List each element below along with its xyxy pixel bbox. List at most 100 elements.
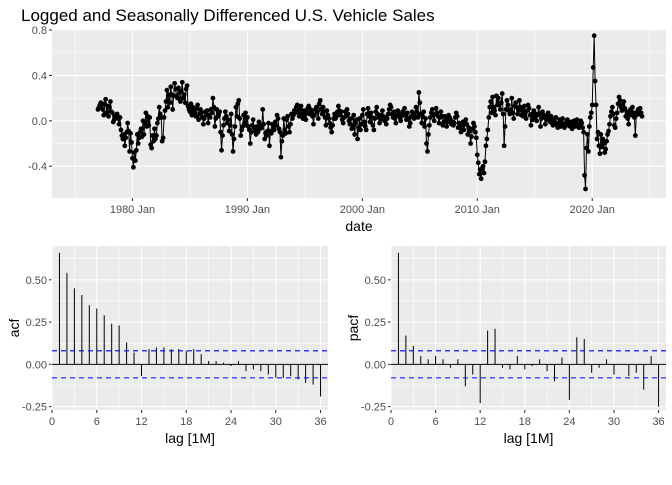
data-point — [474, 152, 480, 158]
data-point — [469, 134, 474, 140]
data-point — [604, 138, 610, 144]
data-point — [481, 170, 487, 176]
data-point — [205, 120, 211, 126]
data-point — [275, 116, 281, 121]
x-axis-title: lag [1M] — [165, 430, 215, 446]
data-point — [426, 132, 431, 137]
data-point — [416, 90, 422, 95]
data-point — [212, 124, 218, 129]
data-point — [433, 105, 439, 111]
data-point — [352, 132, 358, 137]
data-point — [161, 115, 167, 120]
pacf-panel: -0.25 0.00 0.25 0.50 0 6 12 18 24 30 36 lag [1M] pac… — [345, 246, 666, 446]
data-point — [283, 130, 289, 136]
x-tick-label: 12 — [135, 416, 147, 428]
data-point — [582, 172, 587, 178]
data-point — [238, 133, 244, 138]
data-point — [329, 129, 335, 135]
data-point — [154, 133, 159, 138]
data-point — [513, 100, 519, 106]
data-point — [210, 95, 216, 101]
data-point — [128, 130, 133, 136]
data-point — [315, 116, 321, 121]
data-point — [580, 125, 586, 131]
data-point — [591, 33, 597, 39]
data-point — [438, 109, 444, 115]
data-point — [311, 121, 316, 127]
data-point — [336, 103, 341, 109]
data-point — [424, 141, 429, 146]
x-tick-label: 1990 Jan — [225, 204, 270, 216]
data-point — [625, 116, 631, 121]
data-point — [100, 107, 106, 112]
data-point — [103, 96, 109, 102]
data-point — [245, 115, 250, 120]
data-point — [588, 110, 594, 116]
data-point — [504, 97, 510, 103]
data-point — [324, 108, 330, 113]
data-point — [248, 129, 254, 135]
data-point — [204, 108, 210, 113]
data-point — [165, 104, 171, 110]
y-axis-title: pacf — [345, 315, 361, 342]
data-point — [526, 105, 532, 111]
data-point — [637, 105, 643, 111]
data-point — [560, 116, 565, 121]
data-point — [117, 115, 123, 120]
data-point — [217, 109, 223, 115]
data-point — [505, 102, 511, 108]
data-point — [334, 113, 339, 119]
data-point — [482, 159, 488, 165]
data-point — [598, 132, 604, 137]
data-point — [407, 120, 413, 126]
data-point — [237, 116, 243, 121]
data-point — [383, 121, 389, 127]
data-point — [480, 163, 486, 169]
x-tick-label: 12 — [474, 416, 486, 428]
data-point — [132, 158, 138, 163]
y-tick-label: -0.25 — [22, 402, 47, 414]
y-tick-label: -0.4 — [28, 161, 47, 173]
data-point — [497, 107, 503, 112]
x-tick-label: 6 — [433, 416, 439, 428]
data-point — [313, 104, 319, 110]
data-point — [196, 117, 201, 123]
data-point — [593, 102, 599, 108]
data-point — [267, 143, 272, 149]
data-point — [147, 115, 153, 120]
data-point — [391, 109, 397, 115]
data-point — [483, 143, 489, 149]
data-point — [271, 127, 277, 133]
data-point — [179, 79, 185, 85]
y-tick-label: 0.25 — [365, 317, 386, 329]
data-point — [106, 113, 111, 119]
x-tick-label: 18 — [180, 416, 192, 428]
data-point — [273, 122, 279, 128]
data-point — [355, 136, 360, 142]
data-point — [621, 99, 627, 104]
data-point — [371, 127, 377, 133]
data-point — [116, 121, 122, 127]
data-point — [195, 102, 201, 108]
data-point — [521, 103, 527, 109]
data-point — [626, 121, 632, 127]
x-tick-label: 30 — [270, 416, 282, 428]
data-point — [388, 104, 394, 110]
data-point — [415, 115, 421, 120]
data-point — [422, 124, 428, 129]
data-point — [454, 113, 460, 119]
x-tick-label: 24 — [563, 416, 575, 428]
data-point — [357, 116, 362, 121]
y-tick-label: 0.8 — [32, 25, 47, 37]
data-point — [181, 92, 187, 98]
data-point — [463, 117, 469, 123]
data-point — [326, 116, 332, 121]
data-point — [425, 149, 430, 154]
data-point — [404, 110, 410, 116]
data-point — [398, 118, 404, 124]
data-point — [123, 135, 129, 141]
data-point — [108, 99, 113, 104]
data-point — [344, 107, 350, 112]
data-point — [219, 147, 224, 153]
data-point — [266, 120, 271, 126]
